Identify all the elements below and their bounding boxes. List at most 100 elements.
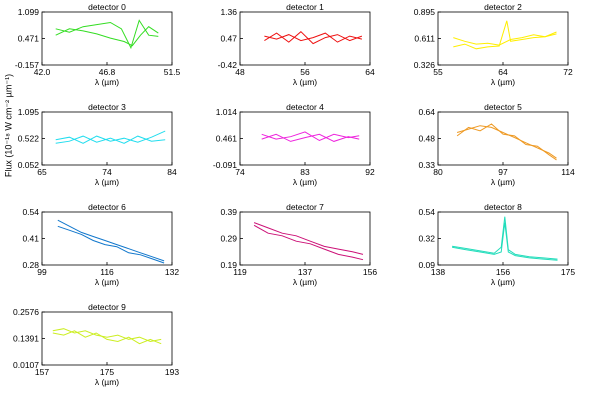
y-axis-title: Flux (10⁻¹⁸ W cm⁻² µm⁻¹) <box>3 73 14 178</box>
x-tick-label: 137 <box>298 267 312 277</box>
series-9-0-line <box>52 328 162 343</box>
chart-title: detector 8 <box>484 202 522 212</box>
series-7-0-line <box>253 222 364 255</box>
x-axis-label: λ (µm) <box>95 77 119 87</box>
chart-detector-2: detector 2 55 64 72 0.326 0.611 0.895 λ (µm) <box>414 2 573 87</box>
y-tick-label: 0.47 <box>220 34 237 44</box>
series-8-1-line <box>452 222 558 261</box>
x-tick-label: 119 <box>233 267 247 277</box>
x-tick-label: 46.8 <box>99 67 116 77</box>
chart-detector-1: detector 1 48 56 64 -0.42 0.47 1.36 λ (µm) <box>218 2 375 87</box>
x-axis-label: λ (µm) <box>293 77 317 87</box>
chart-title: detector 0 <box>88 2 126 12</box>
y-tick-label: 0.052 <box>18 160 40 170</box>
x-tick-label: 72 <box>563 67 573 77</box>
y-tick-label: 1.36 <box>220 7 237 17</box>
series-5-1-line <box>456 123 557 161</box>
x-axis-label: λ (µm) <box>95 177 119 187</box>
y-tick-label: -0.42 <box>218 60 238 70</box>
series-2-0-line <box>453 33 557 46</box>
chart-title: detector 9 <box>88 302 126 312</box>
series-9-1-line <box>52 330 162 345</box>
x-tick-label: 99 <box>37 267 47 277</box>
plot-frame <box>437 111 569 166</box>
y-tick-label: 0.28 <box>22 260 39 270</box>
y-tick-label: 0.2576 <box>13 307 39 317</box>
y-tick-label: -0.091 <box>213 160 237 170</box>
series-0-1-line <box>55 19 159 50</box>
x-axis-label: λ (µm) <box>491 77 515 87</box>
series-6-1-line <box>57 225 165 264</box>
y-tick-label: 0.64 <box>418 107 435 117</box>
x-tick-label: 92 <box>365 167 375 177</box>
y-tick-label: 0.09 <box>418 260 435 270</box>
y-tick-label: 0.29 <box>220 234 237 244</box>
x-axis-label: λ (µm) <box>491 277 515 287</box>
series-7-1-line <box>253 224 364 261</box>
chart-title: detector 6 <box>88 202 126 212</box>
y-tick-label: 0.461 <box>216 134 238 144</box>
plot-frame <box>239 111 371 166</box>
y-tick-label: 0.48 <box>418 134 435 144</box>
y-tick-label: 0.522 <box>18 134 40 144</box>
series-6-0-line <box>57 219 165 262</box>
x-tick-label: 156 <box>363 267 377 277</box>
chart-title: detector 5 <box>484 102 522 112</box>
y-tick-label: 1.095 <box>18 107 40 117</box>
y-tick-label: 0.39 <box>220 207 237 217</box>
y-tick-label: 0.54 <box>418 207 435 217</box>
x-tick-label: 138 <box>431 267 445 277</box>
x-tick-label: 116 <box>100 267 114 277</box>
series-2-1-line <box>453 20 557 50</box>
x-tick-label: 84 <box>167 167 177 177</box>
x-tick-label: 97 <box>498 167 508 177</box>
chart-detector-3: detector 3 65 74 84 0.052 0.522 1.095 λ (µm) <box>18 102 177 187</box>
plot-frame <box>41 311 173 366</box>
y-tick-label: 0.33 <box>418 160 435 170</box>
x-tick-label: 83 <box>300 167 310 177</box>
chart-title: detector 2 <box>484 2 522 12</box>
y-tick-label: 1.014 <box>216 107 238 117</box>
chart-detector-7: detector 7 119 137 156 0.19 0.29 0.39 λ (µm) <box>220 202 377 287</box>
y-tick-label: 1.099 <box>18 7 40 17</box>
x-tick-label: 80 <box>433 167 443 177</box>
y-tick-label: 0.326 <box>414 60 436 70</box>
x-tick-label: 48 <box>235 67 245 77</box>
x-tick-label: 175 <box>561 267 575 277</box>
x-tick-label: 114 <box>561 167 575 177</box>
x-tick-label: 156 <box>496 267 510 277</box>
series-3-1-line <box>55 135 166 144</box>
x-tick-label: 64 <box>365 67 375 77</box>
series-0-0-line <box>55 26 159 47</box>
chart-detector-0: detector 0 42.0 46.8 51.5 -0.157 0.471 1.099 λ … <box>15 2 181 87</box>
plot-frame <box>239 11 371 66</box>
series-1-1-line <box>264 31 363 45</box>
x-tick-label: 175 <box>100 367 114 377</box>
x-axis-label: λ (µm) <box>293 177 317 187</box>
plot-frame <box>41 11 173 66</box>
series-4-1-line <box>261 133 360 142</box>
x-axis-label: λ (µm) <box>95 277 119 287</box>
chart-detector-4: detector 4 74 83 92 -0.091 0.461 1.014 λ (µm) <box>213 102 375 187</box>
x-axis-label: λ (µm) <box>491 177 515 187</box>
x-tick-label: 51.5 <box>164 67 181 77</box>
x-tick-label: 157 <box>35 367 49 377</box>
y-tick-label: 0.895 <box>414 7 436 17</box>
x-axis-label: λ (µm) <box>95 377 119 387</box>
chart-title: detector 1 <box>286 2 324 12</box>
x-tick-label: 56 <box>300 67 310 77</box>
x-tick-label: 74 <box>102 167 112 177</box>
x-tick-label: 74 <box>235 167 245 177</box>
y-tick-label: 0.41 <box>22 234 39 244</box>
y-tick-label: 0.19 <box>220 260 237 270</box>
y-tick-label: 0.611 <box>414 34 435 44</box>
series-3-0-line <box>55 130 166 144</box>
y-tick-label: 0.32 <box>418 234 435 244</box>
chart-title: detector 7 <box>286 202 324 212</box>
y-tick-label: -0.157 <box>15 60 39 70</box>
chart-title: detector 4 <box>286 102 324 112</box>
x-tick-label: 55 <box>433 67 443 77</box>
x-tick-label: 65 <box>37 167 47 177</box>
